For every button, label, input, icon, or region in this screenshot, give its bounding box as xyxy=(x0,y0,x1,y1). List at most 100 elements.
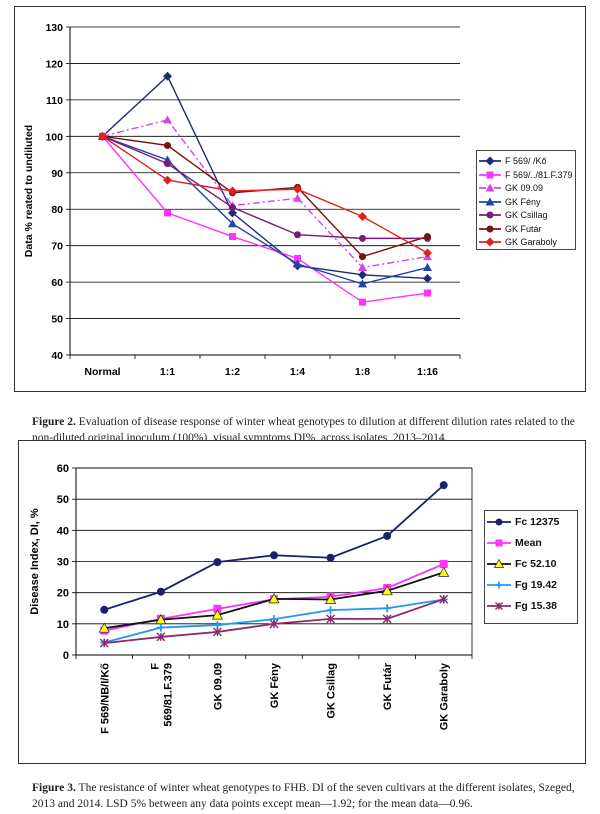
chart1-legend-label: Mean xyxy=(515,537,542,549)
chart0-point-gk-csillag xyxy=(359,234,366,242)
chart0-point-f-569-81-f-379 xyxy=(164,209,171,217)
chart0-series-line-f-569-k xyxy=(102,75,428,280)
figure-3-caption-text: The resistance of winter wheat genotypes… xyxy=(32,781,575,810)
chart0-point-gk-09-09 xyxy=(358,263,367,272)
chart0-series-line-gk-09-09 xyxy=(102,119,428,269)
chart0-legend-label: F 569/../81.F.379 xyxy=(505,169,573,180)
chart0-legend-swatch xyxy=(479,183,501,192)
chart0-point-f-569-k xyxy=(358,270,367,280)
chart0-legend-item: GK Futár xyxy=(477,222,542,236)
chart0-x-tick-label: 1:8 xyxy=(355,366,370,378)
chart0-legend-marker xyxy=(485,183,495,192)
chart1-legend-marker xyxy=(495,602,503,610)
chart1-legend-swatch xyxy=(487,518,511,526)
chart0-point-gk-garaboly xyxy=(228,186,237,196)
chart0-series-line-gk-csillag xyxy=(102,135,428,240)
chart0-y-tick-label: 60 xyxy=(51,277,63,289)
chart0-legend-item: GK 09.09 xyxy=(477,181,543,195)
chart0-legend-marker xyxy=(486,211,494,219)
figure-3-caption-label: Figure 3. xyxy=(32,781,76,794)
chart1-legend-label: Fg 15.38 xyxy=(515,600,558,612)
chart0-y-tick-label: 90 xyxy=(51,168,63,180)
chart1-legend-marker xyxy=(495,539,503,547)
chart0-point-gk-f-ny xyxy=(358,279,367,288)
chart0-point-gk-garaboly xyxy=(423,248,432,258)
chart0-point-gk-fut-r xyxy=(164,141,171,149)
chart0-y-tick-label: 130 xyxy=(45,22,63,34)
chart0-legend-marker xyxy=(485,197,495,205)
chart0-legend-label: GK 09.09 xyxy=(505,183,544,193)
chart1-legend-marker xyxy=(495,518,503,526)
chart0-point-f-569-81-f-379 xyxy=(359,298,366,306)
chart0-point-gk-garaboly xyxy=(98,131,107,141)
chart0-legend-swatch xyxy=(479,171,501,178)
chart0-y-tick-label: 100 xyxy=(45,131,63,143)
chart0-point-gk-fut-r xyxy=(359,253,366,261)
chart1-legend-label: Fc 12375 xyxy=(515,516,560,528)
chart0-point-gk-garaboly xyxy=(163,175,172,185)
chart0-point-f-569-k xyxy=(423,273,432,283)
chart0-legend-label: GK Csillag xyxy=(505,210,548,220)
chart0-point-gk-csillag xyxy=(294,231,301,239)
chart0-point-gk-garaboly xyxy=(358,212,367,222)
chart0-y-tick-label: 120 xyxy=(45,58,63,70)
chart0-legend-label: GK Futár xyxy=(505,223,542,234)
chart1-legend-label: Fc 52.10 xyxy=(515,558,557,570)
chart0-series-line-gk-f-ny xyxy=(102,135,428,285)
chart0-point-gk-09-09 xyxy=(163,115,172,124)
chart1-legend-swatch xyxy=(487,581,511,589)
chart0-legend-marker xyxy=(486,225,494,232)
chart0-point-gk-fut-r xyxy=(424,233,431,241)
chart0-y-tick-label: 50 xyxy=(51,314,63,326)
chart0-series-line-f-569-81-f-379 xyxy=(101,135,428,303)
figure-3-caption: Figure 3. The resistance of winter wheat… xyxy=(32,780,577,812)
chart0-point-gk-csillag xyxy=(229,203,236,211)
chart0-y-axis-title: Data % reated to undiluted xyxy=(23,125,35,257)
figure-3-legend: Fc 12375 Mean Fc 52.10 Fg 19.42 Fg 15.38 xyxy=(484,510,578,624)
chart1-legend-swatch xyxy=(487,539,511,547)
chart0-y-tick-label: 110 xyxy=(46,95,63,107)
chart0-legend-label: GK Fény xyxy=(505,196,541,207)
chart0-point-gk-garaboly xyxy=(293,184,302,194)
chart0-legend-marker xyxy=(486,171,494,178)
chart0-legend-marker xyxy=(485,156,495,166)
chart0-y-tick-label: 70 xyxy=(51,241,63,253)
chart1-legend-item: Fg 15.38 xyxy=(485,599,557,613)
chart0-point-gk-09-09 xyxy=(293,193,302,202)
chart1-legend-item: Fc 12375 xyxy=(485,515,559,529)
chart0-legend-swatch xyxy=(479,237,501,247)
chart1-legend-marker xyxy=(493,558,505,568)
chart0-x-tick-label: 1:1 xyxy=(160,366,175,378)
chart0-legend-item: GK Garaboly xyxy=(477,235,557,249)
chart0-legend-swatch xyxy=(479,211,501,219)
chart0-legend-label: F 569/ /Kő xyxy=(505,156,547,166)
chart1-legend-swatch xyxy=(487,602,511,610)
figure-2-chart: 40 50 60 70 80 90 100 110 120 130 Normal 1:1 1:2 1:4 1… xyxy=(23,22,461,378)
chart1-legend-label: Fg 19.42 xyxy=(515,579,558,591)
chart0-point-f-569-81-f-379 xyxy=(424,289,431,297)
chart1-legend-item: Mean xyxy=(485,536,542,550)
chart0-legend-marker xyxy=(485,237,495,247)
chart0-point-f-569-k xyxy=(228,208,237,218)
figure-2-caption-label: Figure 2. xyxy=(32,415,76,428)
chart0-legend-swatch xyxy=(479,156,501,166)
chart0-point-gk-f-ny xyxy=(228,219,237,228)
chart0-legend-label: GK Garaboly xyxy=(505,237,558,247)
chart0-legend-swatch xyxy=(479,225,501,232)
chart1-legend-item: Fc 52.10 xyxy=(485,557,556,571)
chart0-y-tick-label: 40 xyxy=(51,350,63,362)
chart0-x-tick-label: 1:4 xyxy=(290,366,305,378)
chart0-x-tick-label: 1:2 xyxy=(225,366,240,378)
chart0-legend-item: F 569/../81.F.379 xyxy=(477,168,573,182)
chart0-y-tick-label: 80 xyxy=(51,204,63,216)
chart0-legend-item: GK Fény xyxy=(477,195,541,209)
chart0-point-gk-csillag xyxy=(164,160,171,168)
chart0-point-f-569-81-f-379 xyxy=(229,233,236,241)
chart0-x-tick-label: Normal xyxy=(84,366,120,378)
chart1-legend-item: Fg 19.42 xyxy=(485,578,557,592)
chart0-legend-item: GK Csillag xyxy=(477,208,548,222)
chart0-point-gk-f-ny xyxy=(293,259,302,268)
chart0-legend-item: F 569/ /Kő xyxy=(477,154,547,168)
chart0-x-tick-label: 1:16 xyxy=(417,366,438,378)
chart0-point-gk-f-ny xyxy=(423,263,432,272)
